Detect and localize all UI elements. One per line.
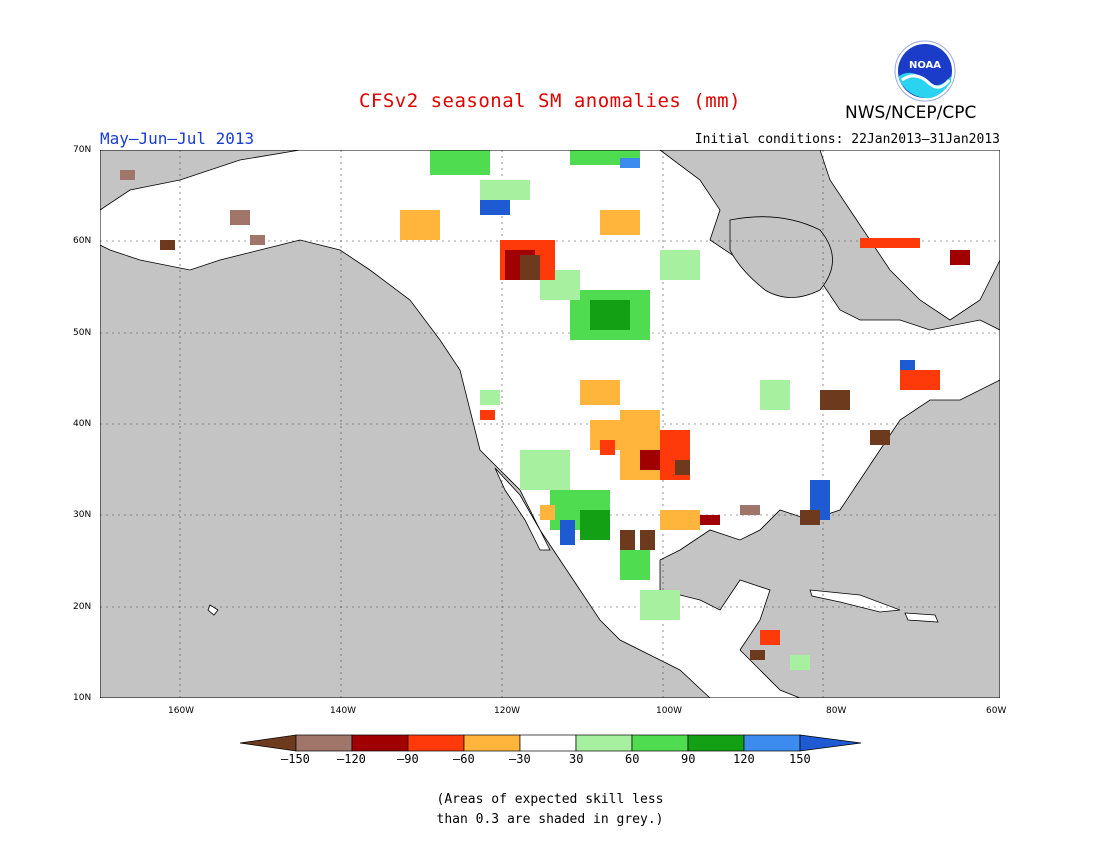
lat-label-10n: 10N — [73, 693, 92, 703]
soil-moisture-map — [100, 150, 1000, 698]
colorbar-swatch-8 — [687, 734, 745, 752]
colorbar-tick-5: 30 — [569, 752, 584, 766]
lon-label-100w: 100W — [656, 706, 683, 716]
colorbar-tick-2: –90 — [397, 752, 419, 766]
lat-label-20n: 20N — [73, 602, 92, 612]
colorbar-tick-0: –150 — [281, 752, 310, 766]
lon-label-120w: 120W — [494, 706, 521, 716]
colorbar-swatch-1 — [295, 734, 353, 752]
lon-label-60w: 60W — [986, 706, 1007, 716]
logo-text: NOAA — [909, 60, 941, 71]
colorbar-swatch-9 — [743, 734, 801, 752]
lat-label-30n: 30N — [73, 510, 92, 520]
colorbar-swatch-6 — [575, 734, 633, 752]
lat-label-60n: 60N — [73, 236, 92, 246]
colorbar-swatch-2 — [351, 734, 409, 752]
agency-label: NWS/NCEP/CPC — [845, 103, 977, 123]
colorbar-tick-9: 150 — [789, 752, 811, 766]
colorbar-tick-7: 90 — [681, 752, 696, 766]
noaa-logo: NOAA — [894, 40, 956, 102]
initial-conditions-label: Initial conditions: 22Jan2013–31Jan2013 — [694, 132, 1000, 147]
colorbar-swatch-0 — [240, 734, 297, 752]
colorbar-swatch-3 — [407, 734, 465, 752]
colorbar-tick-8: 120 — [733, 752, 755, 766]
colorbar-swatch-5 — [519, 734, 577, 752]
lon-label-160w: 160W — [168, 706, 195, 716]
colorbar-tick-3: –60 — [453, 752, 475, 766]
lat-label-50n: 50N — [73, 328, 92, 338]
lat-label-40n: 40N — [73, 419, 92, 429]
skill-note-line-1: (Areas of expected skill less — [436, 792, 664, 807]
skill-note-line-2: than 0.3 are shaded in grey.) — [436, 812, 664, 827]
lon-label-140w: 140W — [330, 706, 357, 716]
period-label: May–Jun–Jul 2013 — [100, 129, 255, 148]
colorbar — [240, 734, 861, 752]
colorbar-swatch-4 — [463, 734, 521, 752]
colorbar-tick-4: –30 — [509, 752, 531, 766]
chart-title: CFSv2 seasonal SM anomalies (mm) — [358, 90, 742, 112]
colorbar-tick-6: 60 — [625, 752, 640, 766]
colorbar-swatch-10 — [799, 734, 861, 752]
colorbar-tick-1: –120 — [337, 752, 366, 766]
anomaly-cells — [120, 150, 970, 670]
colorbar-swatch-7 — [631, 734, 689, 752]
lat-label-70n: 70N — [73, 145, 92, 155]
lon-label-80w: 80W — [826, 706, 847, 716]
